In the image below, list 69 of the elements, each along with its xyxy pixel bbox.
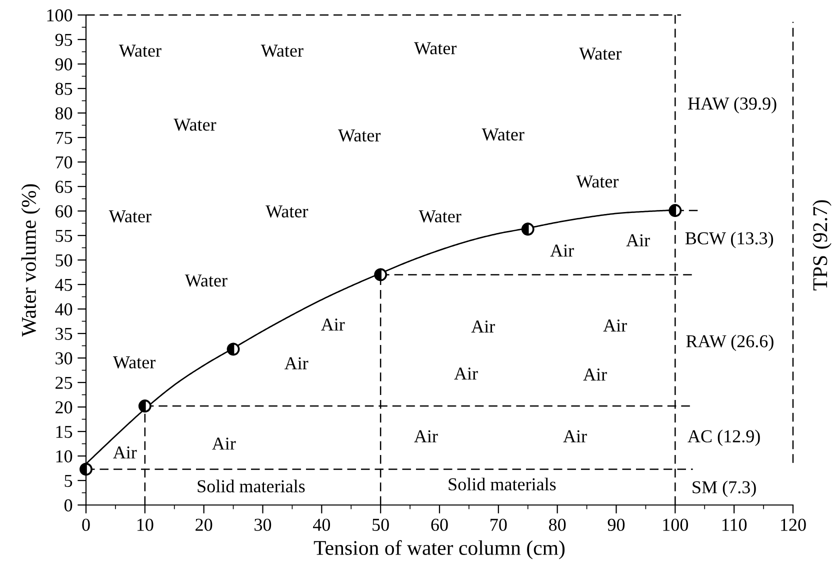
y-tick-label: 75 [56, 132, 72, 144]
annotation: Water [418, 210, 462, 222]
x-tick-label: 100 [663, 518, 688, 531]
annotation: Air [603, 320, 627, 332]
annotation: Water [579, 48, 622, 60]
y-tick-label: 40 [55, 303, 72, 316]
y-tick-label: 65 [56, 180, 72, 193]
y-tick-label: 35 [56, 328, 72, 340]
x-tick-label: 110 [722, 518, 747, 531]
annotation: RAW (26.6) [686, 334, 774, 351]
annotation: Air [550, 244, 574, 256]
annotation: Air [414, 430, 438, 442]
annotation: Air [454, 368, 478, 380]
y-tick-label: 80 [55, 107, 72, 120]
annotation: Air [212, 438, 236, 450]
annotation: Water [414, 42, 457, 54]
y-tick-label: 10 [56, 450, 72, 462]
annotation: Solid materials [198, 480, 305, 492]
y-tick-label: 85 [55, 82, 72, 95]
annotation: Water [174, 118, 216, 131]
annotation: Water [113, 356, 156, 368]
y-tick-label: 25 [56, 376, 72, 389]
annotation: Water [118, 44, 162, 57]
annotation: Air [471, 320, 495, 332]
annotation: Air [563, 430, 587, 442]
y-axis-title: Water volume (%) [21, 184, 40, 337]
y-tick-label: 5 [64, 474, 72, 487]
annotation: Water [260, 44, 304, 57]
annotation: Water [108, 210, 152, 222]
x-tick-label: 80 [548, 518, 566, 531]
y-tick-label: 60 [56, 205, 72, 218]
x-tick-label: 10 [137, 518, 154, 531]
y-tick-label: 90 [55, 58, 72, 70]
y-tick-label: 95 [55, 34, 72, 46]
y-tick-label: 55 [56, 230, 72, 242]
x-tick-label: 50 [372, 518, 389, 531]
annotation: BCW (13.3) [685, 232, 774, 248]
annotation: Air [626, 234, 650, 246]
annotation: Water [338, 130, 381, 142]
y-tick-label: 20 [56, 401, 72, 414]
annotation: HAW (39.9) [688, 96, 776, 114]
annotation: AC (12.9) [688, 430, 760, 446]
annotation: Water [576, 176, 619, 188]
x-tick-label: 30 [254, 518, 272, 531]
y-tick-label: 50 [56, 254, 72, 266]
text: TPS (92.7) [812, 200, 832, 290]
x-tick-label: 70 [490, 518, 507, 531]
x-tick-label: 90 [608, 518, 625, 531]
annotation: Air [583, 368, 607, 380]
y-tick-label: 15 [56, 426, 72, 438]
annotation: Water [266, 205, 308, 218]
x-tick-label: 120 [781, 518, 806, 531]
x-axis-title: Tension of water column (cm) [314, 540, 565, 560]
annotation: Air [284, 357, 308, 370]
annotation: Water [482, 128, 524, 141]
x-tick-label: 0 [82, 518, 90, 531]
y-tick-label: 0 [64, 499, 72, 512]
y-tick-label: 30 [56, 352, 72, 364]
annotation: SM (7.3) [692, 480, 756, 498]
annotation: Water [184, 274, 228, 287]
y-tick-label: 45 [55, 278, 72, 291]
y-tick-label: 100 [47, 9, 72, 22]
x-tick-label: 60 [431, 518, 448, 531]
annotation: Solid materials [448, 478, 556, 490]
annotation: Air [321, 318, 345, 330]
x-tick-label: 40 [312, 518, 330, 531]
x-tick-label: 20 [196, 518, 212, 531]
y-tick-label: 70 [56, 156, 72, 168]
annotation: Air [113, 446, 137, 458]
